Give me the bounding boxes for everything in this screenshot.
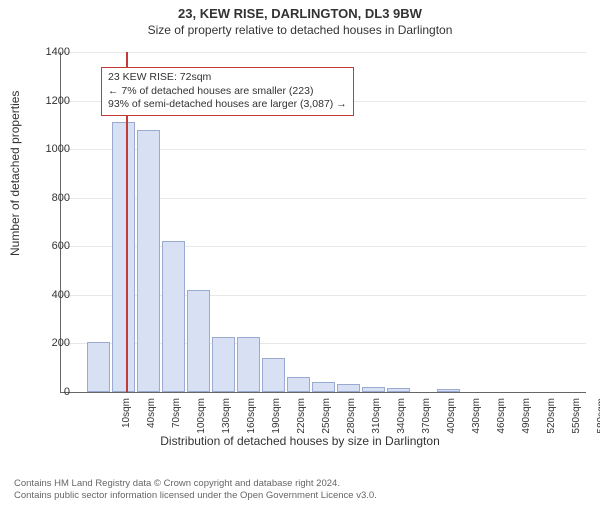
callout-line1: 23 KEW RISE: 72sqm <box>108 71 347 85</box>
x-axis-label: Distribution of detached houses by size … <box>0 434 600 448</box>
y-tick-label: 400 <box>52 289 70 301</box>
histogram-bar <box>187 290 211 392</box>
histogram-bar <box>112 122 136 392</box>
histogram-bar <box>387 388 411 392</box>
y-tick-label: 1200 <box>46 95 70 107</box>
histogram-bar <box>362 387 386 392</box>
y-tick-label: 200 <box>52 337 70 349</box>
y-axis-label: Number of detached properties <box>8 91 22 256</box>
y-tick-label: 1400 <box>46 46 70 58</box>
histogram-bar <box>337 384 361 393</box>
footer-attribution: Contains HM Land Registry data © Crown c… <box>14 478 377 502</box>
callout-line3: 93% of semi-detached houses are larger (… <box>108 98 347 112</box>
y-tick-label: 1000 <box>46 143 70 155</box>
histogram-bar <box>312 382 336 392</box>
histogram-bar <box>87 342 111 392</box>
y-tick-label: 0 <box>64 386 70 398</box>
footer-line2: Contains public sector information licen… <box>14 490 377 502</box>
callout-box: 23 KEW RISE: 72sqm ← 7% of detached hous… <box>101 67 354 116</box>
chart-container: Number of detached properties 23 KEW RIS… <box>0 46 600 466</box>
plot-area: 23 KEW RISE: 72sqm ← 7% of detached hous… <box>60 52 586 393</box>
y-tick-label: 600 <box>52 240 70 252</box>
y-tick-label: 800 <box>52 192 70 204</box>
chart-title-sub: Size of property relative to detached ho… <box>0 23 600 37</box>
histogram-bar <box>437 389 461 392</box>
histogram-bar <box>237 337 261 392</box>
callout-line2: ← 7% of detached houses are smaller (223… <box>108 85 347 99</box>
histogram-bar <box>212 337 236 392</box>
histogram-bar <box>162 241 186 392</box>
chart-title-main: 23, KEW RISE, DARLINGTON, DL3 9BW <box>0 6 600 21</box>
footer-line1: Contains HM Land Registry data © Crown c… <box>14 478 377 490</box>
histogram-bar <box>137 130 161 392</box>
histogram-bar <box>262 358 286 392</box>
histogram-bar <box>287 377 311 392</box>
